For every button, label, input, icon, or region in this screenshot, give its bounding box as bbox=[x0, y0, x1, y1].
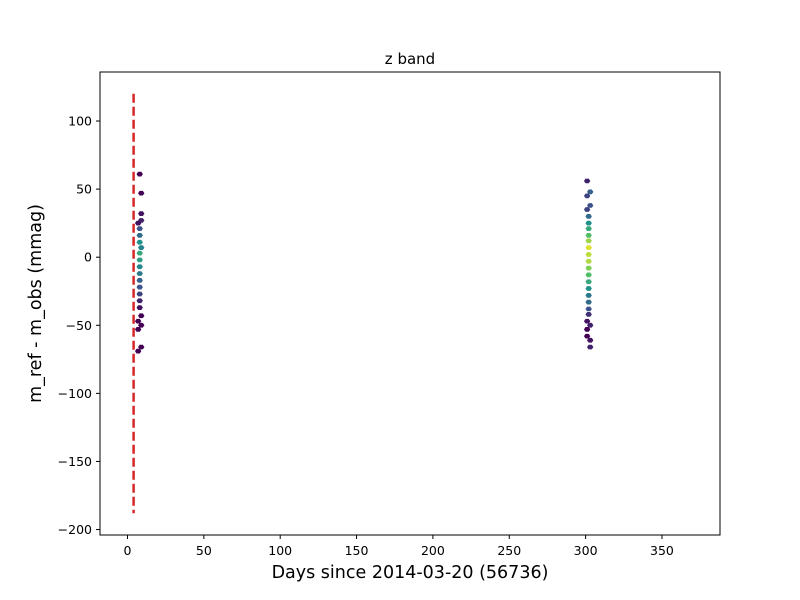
plot-frame bbox=[99, 71, 721, 536]
y-tick-label: 100 bbox=[68, 114, 92, 129]
data-point bbox=[585, 306, 592, 312]
data-point bbox=[583, 193, 591, 199]
data-point bbox=[138, 344, 145, 350]
y-tick-label: 0 bbox=[84, 250, 92, 265]
data-point bbox=[136, 226, 143, 231]
data-point bbox=[136, 264, 143, 270]
data-point bbox=[134, 318, 142, 324]
data-point bbox=[134, 220, 142, 226]
data-point bbox=[583, 327, 591, 332]
plot-layer bbox=[132, 93, 594, 514]
data-point bbox=[587, 337, 594, 343]
y-axis-label: m_ref - m_obs (mmag) bbox=[26, 204, 46, 403]
data-point bbox=[585, 233, 592, 238]
data-point bbox=[136, 257, 143, 263]
data-point bbox=[136, 271, 143, 276]
data-point bbox=[585, 258, 592, 264]
x-axis-label: Days since 2014-03-20 (56736) bbox=[272, 563, 549, 583]
y-axis-ticks: −200 −150 −100 −50 0 50 100 bbox=[58, 114, 100, 537]
chart-title: z band bbox=[385, 50, 435, 68]
x-tick-label: 250 bbox=[497, 543, 521, 558]
data-point bbox=[585, 245, 592, 251]
data-point bbox=[138, 322, 145, 328]
data-point bbox=[585, 292, 592, 298]
data-point bbox=[587, 344, 594, 350]
data-point bbox=[138, 313, 145, 319]
data-point bbox=[585, 238, 592, 244]
data-point bbox=[585, 226, 592, 231]
data-point bbox=[136, 277, 143, 283]
x-tick-label: 0 bbox=[124, 543, 132, 558]
data-point bbox=[585, 279, 592, 285]
data-point bbox=[583, 207, 591, 212]
data-point bbox=[585, 286, 592, 291]
y-tick-label: −150 bbox=[58, 454, 92, 469]
data-point bbox=[585, 213, 592, 219]
x-axis-ticks: 0 50 100 150 200 250 300 350 bbox=[124, 535, 674, 558]
x-tick-label: 200 bbox=[421, 543, 445, 558]
data-point bbox=[585, 265, 592, 271]
data-point bbox=[587, 322, 594, 328]
data-point bbox=[136, 239, 143, 245]
y-tick-label: −100 bbox=[58, 386, 92, 401]
data-point bbox=[136, 284, 143, 290]
data-point bbox=[136, 305, 143, 310]
data-point bbox=[138, 211, 145, 216]
data-point bbox=[587, 203, 594, 208]
data-point bbox=[136, 250, 143, 256]
data-point bbox=[585, 252, 592, 257]
data-point bbox=[587, 189, 594, 195]
x-tick-label: 100 bbox=[268, 543, 292, 558]
data-point bbox=[585, 312, 592, 317]
data-point bbox=[138, 245, 145, 251]
x-tick-label: 50 bbox=[196, 543, 212, 558]
data-point bbox=[138, 190, 145, 196]
data-point bbox=[583, 318, 591, 324]
data-point bbox=[134, 327, 142, 332]
x-tick-label: 350 bbox=[650, 543, 674, 558]
x-tick-label: 300 bbox=[574, 543, 598, 558]
data-point bbox=[583, 333, 591, 339]
data-point bbox=[136, 291, 143, 297]
data-point bbox=[136, 233, 143, 238]
y-tick-label: 50 bbox=[76, 182, 92, 197]
y-tick-label: −50 bbox=[66, 318, 92, 333]
data-point bbox=[583, 178, 591, 184]
x-tick-label: 150 bbox=[345, 543, 369, 558]
data-point bbox=[136, 298, 143, 304]
data-point bbox=[585, 272, 592, 278]
data-point bbox=[136, 171, 143, 177]
y-tick-label: −200 bbox=[58, 522, 92, 537]
data-point bbox=[134, 348, 142, 354]
data-point bbox=[585, 220, 592, 226]
data-point bbox=[585, 299, 592, 305]
